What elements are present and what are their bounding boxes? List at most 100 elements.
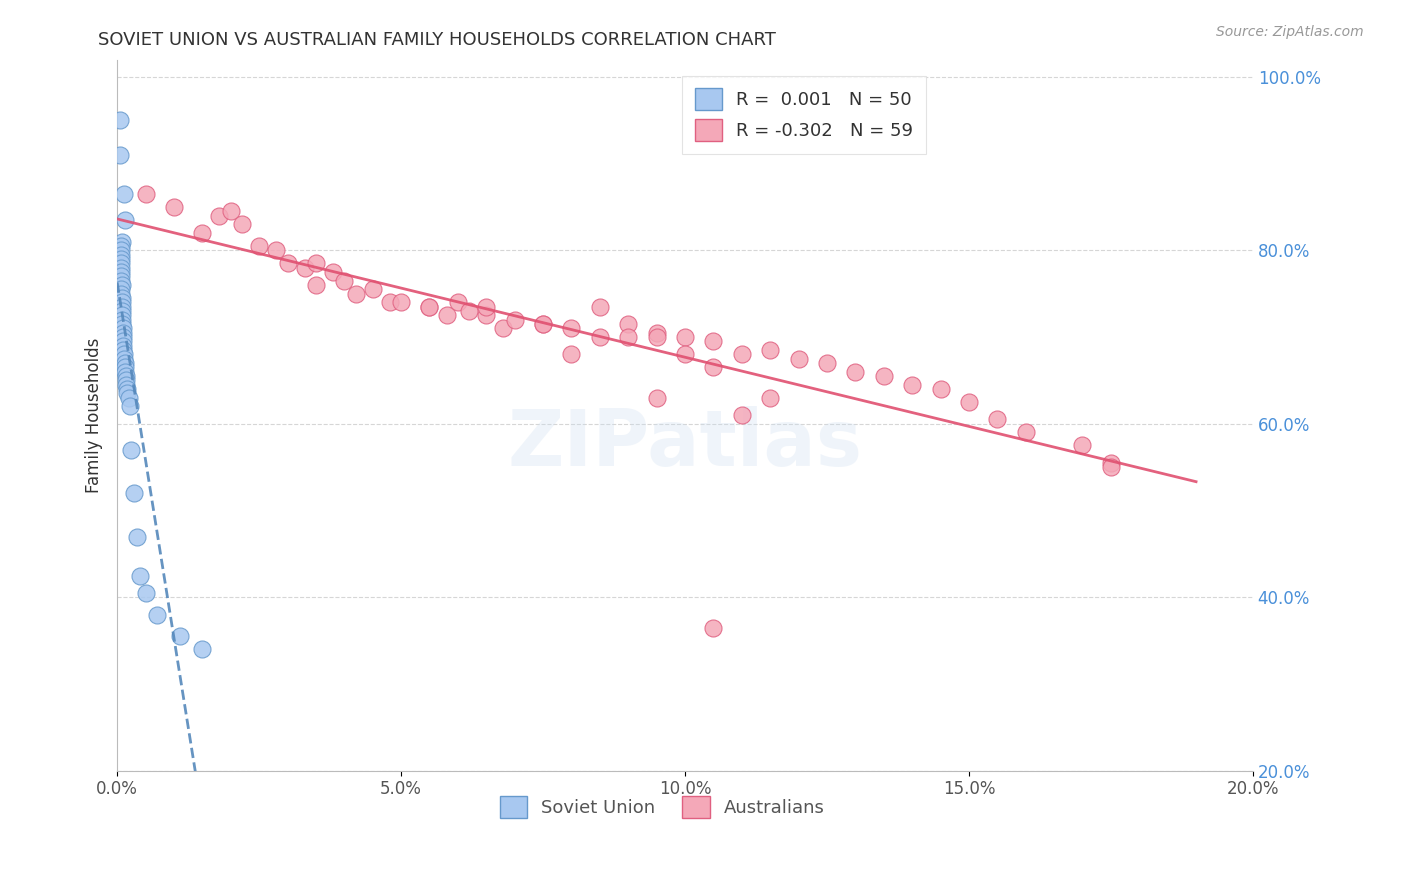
Point bbox=[531, 317, 554, 331]
Point bbox=[120, 442, 142, 457]
Point bbox=[117, 386, 139, 401]
Point bbox=[305, 256, 328, 270]
Point bbox=[589, 330, 612, 344]
Point bbox=[208, 209, 231, 223]
Point bbox=[702, 621, 724, 635]
Point bbox=[114, 360, 136, 375]
Point bbox=[1099, 460, 1122, 475]
Point bbox=[163, 200, 186, 214]
Point bbox=[114, 374, 136, 388]
Point bbox=[702, 334, 724, 349]
Point bbox=[115, 377, 138, 392]
Point bbox=[929, 382, 952, 396]
Point bbox=[110, 286, 132, 301]
Point bbox=[110, 260, 132, 275]
Point bbox=[731, 347, 754, 361]
Point bbox=[589, 300, 612, 314]
Point bbox=[378, 295, 401, 310]
Point bbox=[219, 204, 242, 219]
Point bbox=[111, 291, 134, 305]
Point bbox=[305, 278, 328, 293]
Point bbox=[389, 295, 412, 310]
Point bbox=[111, 330, 134, 344]
Point bbox=[344, 286, 367, 301]
Point bbox=[110, 252, 132, 266]
Point bbox=[361, 282, 384, 296]
Point bbox=[447, 295, 470, 310]
Point bbox=[110, 282, 132, 296]
Point bbox=[114, 213, 136, 227]
Point bbox=[112, 351, 135, 366]
Point bbox=[108, 113, 131, 128]
Point bbox=[560, 321, 582, 335]
Point bbox=[503, 312, 526, 326]
Point bbox=[129, 568, 152, 582]
Point bbox=[418, 300, 440, 314]
Point bbox=[1099, 456, 1122, 470]
Point bbox=[191, 226, 214, 240]
Point bbox=[111, 300, 134, 314]
Point bbox=[702, 360, 724, 375]
Point bbox=[475, 300, 498, 314]
Point bbox=[986, 412, 1008, 426]
Point bbox=[110, 244, 132, 258]
Point bbox=[901, 377, 924, 392]
Point bbox=[617, 330, 640, 344]
Point bbox=[117, 391, 139, 405]
Point bbox=[759, 391, 782, 405]
Text: ZIPatlas: ZIPatlas bbox=[508, 406, 862, 482]
Legend: Soviet Union, Australians: Soviet Union, Australians bbox=[492, 789, 832, 826]
Point bbox=[873, 369, 896, 384]
Point bbox=[135, 187, 157, 202]
Point bbox=[436, 309, 458, 323]
Point bbox=[645, 391, 668, 405]
Text: Source: ZipAtlas.com: Source: ZipAtlas.com bbox=[1216, 25, 1364, 39]
Point bbox=[475, 309, 498, 323]
Point bbox=[111, 317, 134, 331]
Point bbox=[135, 586, 157, 600]
Point bbox=[110, 239, 132, 253]
Point bbox=[418, 300, 440, 314]
Point bbox=[111, 312, 134, 326]
Point bbox=[1071, 438, 1094, 452]
Text: SOVIET UNION VS AUSTRALIAN FAMILY HOUSEHOLDS CORRELATION CHART: SOVIET UNION VS AUSTRALIAN FAMILY HOUSEH… bbox=[98, 31, 776, 49]
Point bbox=[673, 330, 696, 344]
Point bbox=[111, 304, 134, 318]
Point bbox=[492, 321, 515, 335]
Point bbox=[645, 326, 668, 340]
Point bbox=[815, 356, 838, 370]
Point bbox=[114, 365, 136, 379]
Point bbox=[146, 607, 169, 622]
Point bbox=[844, 365, 866, 379]
Point bbox=[110, 269, 132, 284]
Point bbox=[673, 347, 696, 361]
Point bbox=[114, 369, 136, 384]
Point bbox=[112, 343, 135, 357]
Point bbox=[277, 256, 299, 270]
Y-axis label: Family Households: Family Households bbox=[86, 337, 103, 493]
Point bbox=[264, 244, 287, 258]
Point bbox=[115, 382, 138, 396]
Point bbox=[645, 330, 668, 344]
Point bbox=[247, 239, 270, 253]
Point bbox=[759, 343, 782, 357]
Point bbox=[231, 218, 253, 232]
Point bbox=[125, 530, 148, 544]
Point bbox=[114, 356, 136, 370]
Point bbox=[110, 256, 132, 270]
Point bbox=[111, 235, 134, 249]
Point bbox=[112, 347, 135, 361]
Point bbox=[111, 321, 134, 335]
Point bbox=[294, 260, 316, 275]
Point bbox=[191, 642, 214, 657]
Point bbox=[458, 304, 481, 318]
Point bbox=[617, 317, 640, 331]
Point bbox=[731, 408, 754, 422]
Point bbox=[111, 278, 134, 293]
Point bbox=[531, 317, 554, 331]
Point bbox=[333, 274, 356, 288]
Point bbox=[111, 309, 134, 323]
Point bbox=[118, 400, 141, 414]
Point bbox=[112, 339, 135, 353]
Point bbox=[110, 274, 132, 288]
